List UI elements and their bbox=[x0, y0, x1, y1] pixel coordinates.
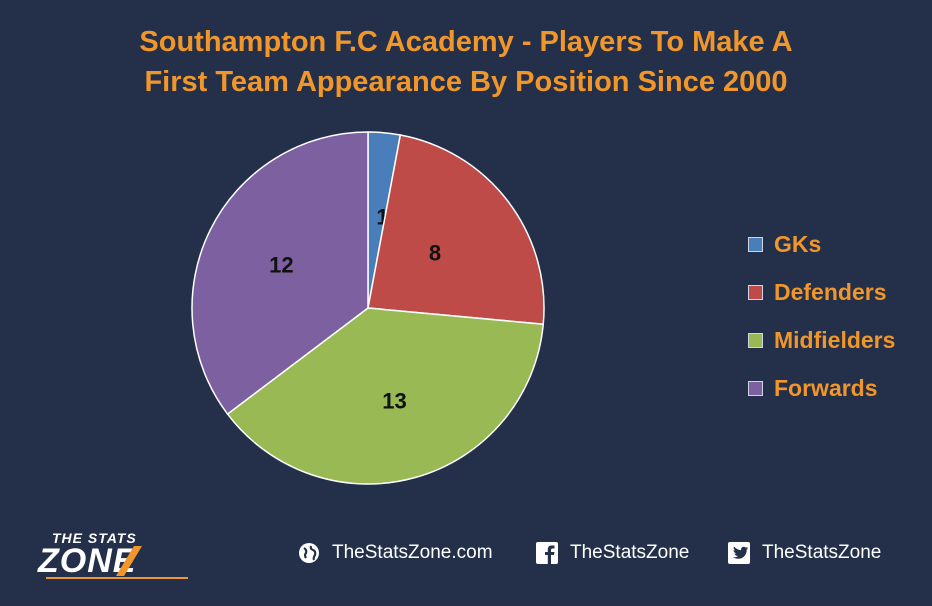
twitter-text: TheStatsZone bbox=[762, 542, 882, 563]
legend-swatch-gks bbox=[748, 236, 763, 252]
legend-label-forwards: Forwards bbox=[774, 374, 878, 401]
legend: GKs Defenders Midfielders Forwards bbox=[748, 220, 895, 412]
legend-label-gks: GKs bbox=[774, 230, 822, 257]
globe-icon bbox=[298, 542, 320, 564]
pie-slice-midfielders bbox=[226, 307, 545, 485]
pie-label-forwards: 12 bbox=[269, 252, 293, 277]
legend-item-midfielders: Midfielders bbox=[748, 316, 895, 364]
legend-item-gks: GKs bbox=[748, 220, 895, 268]
logo-stripe-icon bbox=[46, 546, 188, 579]
legend-item-forwards: Forwards bbox=[748, 364, 895, 412]
legend-swatch-forwards bbox=[748, 380, 763, 396]
twitter-link[interactable]: TheStatsZone bbox=[728, 542, 881, 564]
pie-slice-forwards bbox=[191, 131, 369, 416]
legend-label-defenders: Defenders bbox=[774, 278, 887, 305]
legend-swatch-defenders bbox=[748, 284, 763, 300]
facebook-link[interactable]: TheStatsZone bbox=[536, 542, 689, 564]
pie-slice-defenders bbox=[367, 134, 545, 326]
facebook-icon bbox=[536, 542, 558, 564]
footer: THE STATS ZONE TheStatsZone.com TheStats… bbox=[0, 528, 932, 588]
chart-title-line-1: Southampton F.C Academy - Players To Mak… bbox=[139, 26, 793, 58]
twitter-icon bbox=[728, 542, 750, 564]
pie-label-defenders: 8 bbox=[429, 240, 441, 265]
website-text: TheStatsZone.com bbox=[332, 542, 493, 563]
chart-title: Southampton F.C Academy - Players To Mak… bbox=[0, 22, 932, 102]
legend-item-defenders: Defenders bbox=[748, 268, 895, 316]
chart-title-line-2: First Team Appearance By Position Since … bbox=[144, 66, 788, 98]
pie-label-midfielders: 13 bbox=[382, 389, 406, 414]
legend-swatch-midfielders bbox=[748, 332, 763, 348]
website-link[interactable]: TheStatsZone.com bbox=[298, 542, 493, 564]
the-stats-zone-logo: THE STATS ZONE bbox=[38, 528, 198, 584]
facebook-text: TheStatsZone bbox=[570, 542, 690, 563]
legend-label-midfielders: Midfielders bbox=[774, 326, 896, 353]
logo-top-text: THE STATS bbox=[52, 530, 137, 546]
